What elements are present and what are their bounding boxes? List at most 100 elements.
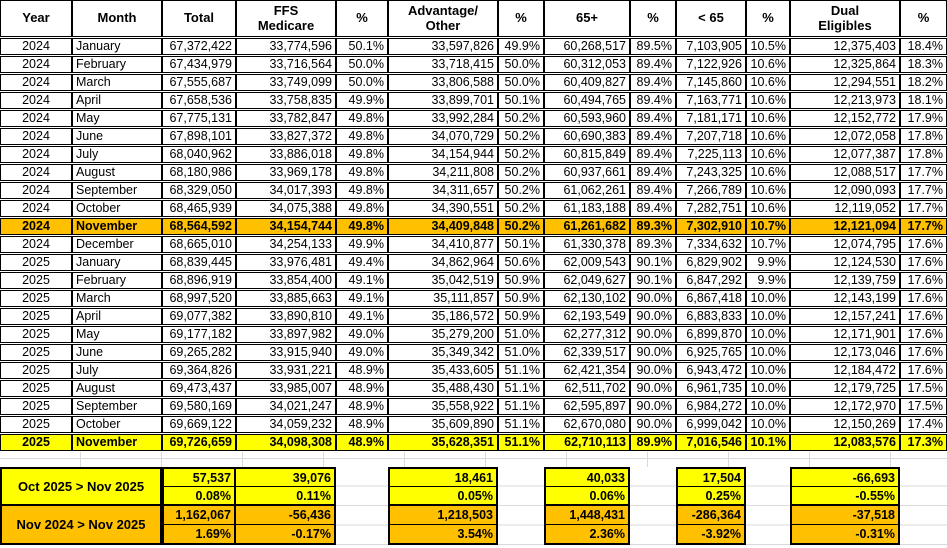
table-cell[interactable]: 49.8%	[336, 128, 388, 145]
table-cell[interactable]: 12,124,530	[790, 254, 900, 271]
table-cell[interactable]: 34,021,247	[236, 398, 336, 415]
table-cell[interactable]: 50.9%	[498, 290, 544, 307]
summary-change-value[interactable]: 18,461	[454, 470, 493, 485]
table-cell[interactable]: 12,088,517	[790, 164, 900, 181]
table-cell[interactable]: 49.8%	[336, 182, 388, 199]
table-cell[interactable]: 18.3%	[900, 56, 947, 73]
table-cell[interactable]: 49.0%	[336, 344, 388, 361]
table-cell[interactable]: 69,580,169	[162, 398, 236, 415]
table-cell[interactable]: 6,829,902	[676, 254, 746, 271]
table-cell[interactable]: 18.1%	[900, 92, 947, 109]
table-cell[interactable]: 9.9%	[746, 254, 790, 271]
table-cell[interactable]: 10.6%	[746, 128, 790, 145]
table-cell[interactable]: 49.1%	[336, 290, 388, 307]
table-cell[interactable]: 2025	[0, 290, 72, 307]
table-cell[interactable]: 2025	[0, 416, 72, 433]
table-cell[interactable]: 7,282,751	[676, 200, 746, 217]
table-cell[interactable]: 2024	[0, 200, 72, 217]
table-cell[interactable]: 33,782,847	[236, 110, 336, 127]
table-cell[interactable]: 2025	[0, 326, 72, 343]
table-cell[interactable]: March	[72, 74, 162, 91]
table-cell[interactable]: 12,139,759	[790, 272, 900, 289]
table-cell[interactable]: 12,074,795	[790, 236, 900, 253]
table-cell[interactable]: 17.6%	[900, 272, 947, 289]
table-cell[interactable]: 49.1%	[336, 308, 388, 325]
table-cell[interactable]: 2024	[0, 164, 72, 181]
table-cell[interactable]: 89.4%	[630, 182, 676, 199]
table-cell[interactable]: 18.4%	[900, 38, 947, 55]
table-cell[interactable]: 34,154,744	[236, 218, 336, 235]
table-cell[interactable]: 62,670,080	[544, 416, 630, 433]
table-cell[interactable]: 60,268,517	[544, 38, 630, 55]
table-cell[interactable]: 17.9%	[900, 110, 947, 127]
table-cell[interactable]: 60,690,383	[544, 128, 630, 145]
table-cell[interactable]: 2024	[0, 74, 72, 91]
table-cell[interactable]: 10.6%	[746, 182, 790, 199]
table-cell[interactable]: 89.9%	[630, 434, 676, 451]
table-cell[interactable]: 6,899,870	[676, 326, 746, 343]
summary-change-value[interactable]: 17,504	[702, 470, 741, 485]
table-cell[interactable]: 2025	[0, 380, 72, 397]
table-cell[interactable]: 62,710,113	[544, 434, 630, 451]
table-cell[interactable]: 62,049,627	[544, 272, 630, 289]
table-cell[interactable]: 33,774,596	[236, 38, 336, 55]
table-cell[interactable]: 33,885,663	[236, 290, 336, 307]
table-cell[interactable]: 17.7%	[900, 182, 947, 199]
table-cell[interactable]: 17.5%	[900, 380, 947, 397]
table-cell[interactable]: 35,433,605	[388, 362, 498, 379]
column-header[interactable]: %	[630, 0, 676, 37]
table-cell[interactable]: 50.1%	[498, 92, 544, 109]
table-cell[interactable]: 51.1%	[498, 434, 544, 451]
column-header[interactable]: %	[900, 0, 947, 37]
table-cell[interactable]: 12,077,387	[790, 146, 900, 163]
table-cell[interactable]: 50.1%	[498, 236, 544, 253]
table-cell[interactable]: 49.1%	[336, 272, 388, 289]
table-cell[interactable]: 89.4%	[630, 164, 676, 181]
table-cell[interactable]: 33,976,481	[236, 254, 336, 271]
table-cell[interactable]: 67,372,422	[162, 38, 236, 55]
table-cell[interactable]: 6,925,765	[676, 344, 746, 361]
table-cell[interactable]: 35,488,430	[388, 380, 498, 397]
table-cell[interactable]: 50.2%	[498, 146, 544, 163]
table-cell[interactable]: June	[72, 344, 162, 361]
table-cell[interactable]: 62,009,543	[544, 254, 630, 271]
table-cell[interactable]: 12,172,970	[790, 398, 900, 415]
table-cell[interactable]: 89.4%	[630, 128, 676, 145]
table-cell[interactable]: 48.9%	[336, 434, 388, 451]
table-cell[interactable]: 6,867,418	[676, 290, 746, 307]
table-cell[interactable]: 33,899,701	[388, 92, 498, 109]
summary-change-value[interactable]: -56,436	[288, 508, 331, 522]
table-cell[interactable]: 10.6%	[746, 74, 790, 91]
table-cell[interactable]: 12,090,093	[790, 182, 900, 199]
table-cell[interactable]: 60,409,827	[544, 74, 630, 91]
table-cell[interactable]: 17.7%	[900, 218, 947, 235]
table-cell[interactable]: 17.6%	[900, 326, 947, 343]
table-cell[interactable]: 35,609,890	[388, 416, 498, 433]
table-cell[interactable]: 69,473,437	[162, 380, 236, 397]
table-cell[interactable]: 10.6%	[746, 110, 790, 127]
table-cell[interactable]: 2024	[0, 92, 72, 109]
table-cell[interactable]: 60,494,765	[544, 92, 630, 109]
table-cell[interactable]: 50.2%	[498, 218, 544, 235]
table-cell[interactable]: 17.6%	[900, 362, 947, 379]
table-cell[interactable]: 12,213,973	[790, 92, 900, 109]
table-cell[interactable]: 51.0%	[498, 344, 544, 361]
table-cell[interactable]: 2024	[0, 128, 72, 145]
summary-change-value[interactable]: 40,033	[586, 470, 625, 485]
table-cell[interactable]: 33,969,178	[236, 164, 336, 181]
table-cell[interactable]: 12,179,725	[790, 380, 900, 397]
table-cell[interactable]: 89.4%	[630, 74, 676, 91]
table-cell[interactable]: 17.4%	[900, 416, 947, 433]
table-cell[interactable]: February	[72, 272, 162, 289]
table-cell[interactable]: April	[72, 92, 162, 109]
table-cell[interactable]: 89.3%	[630, 236, 676, 253]
table-cell[interactable]: 6,961,735	[676, 380, 746, 397]
table-cell[interactable]: 49.0%	[336, 326, 388, 343]
table-cell[interactable]: 68,180,986	[162, 164, 236, 181]
table-cell[interactable]: 90.0%	[630, 308, 676, 325]
table-cell[interactable]: 90.0%	[630, 326, 676, 343]
table-cell[interactable]: 9.9%	[746, 272, 790, 289]
table-cell[interactable]: 10.6%	[746, 92, 790, 109]
table-cell[interactable]: 51.1%	[498, 380, 544, 397]
table-cell[interactable]: 34,070,729	[388, 128, 498, 145]
